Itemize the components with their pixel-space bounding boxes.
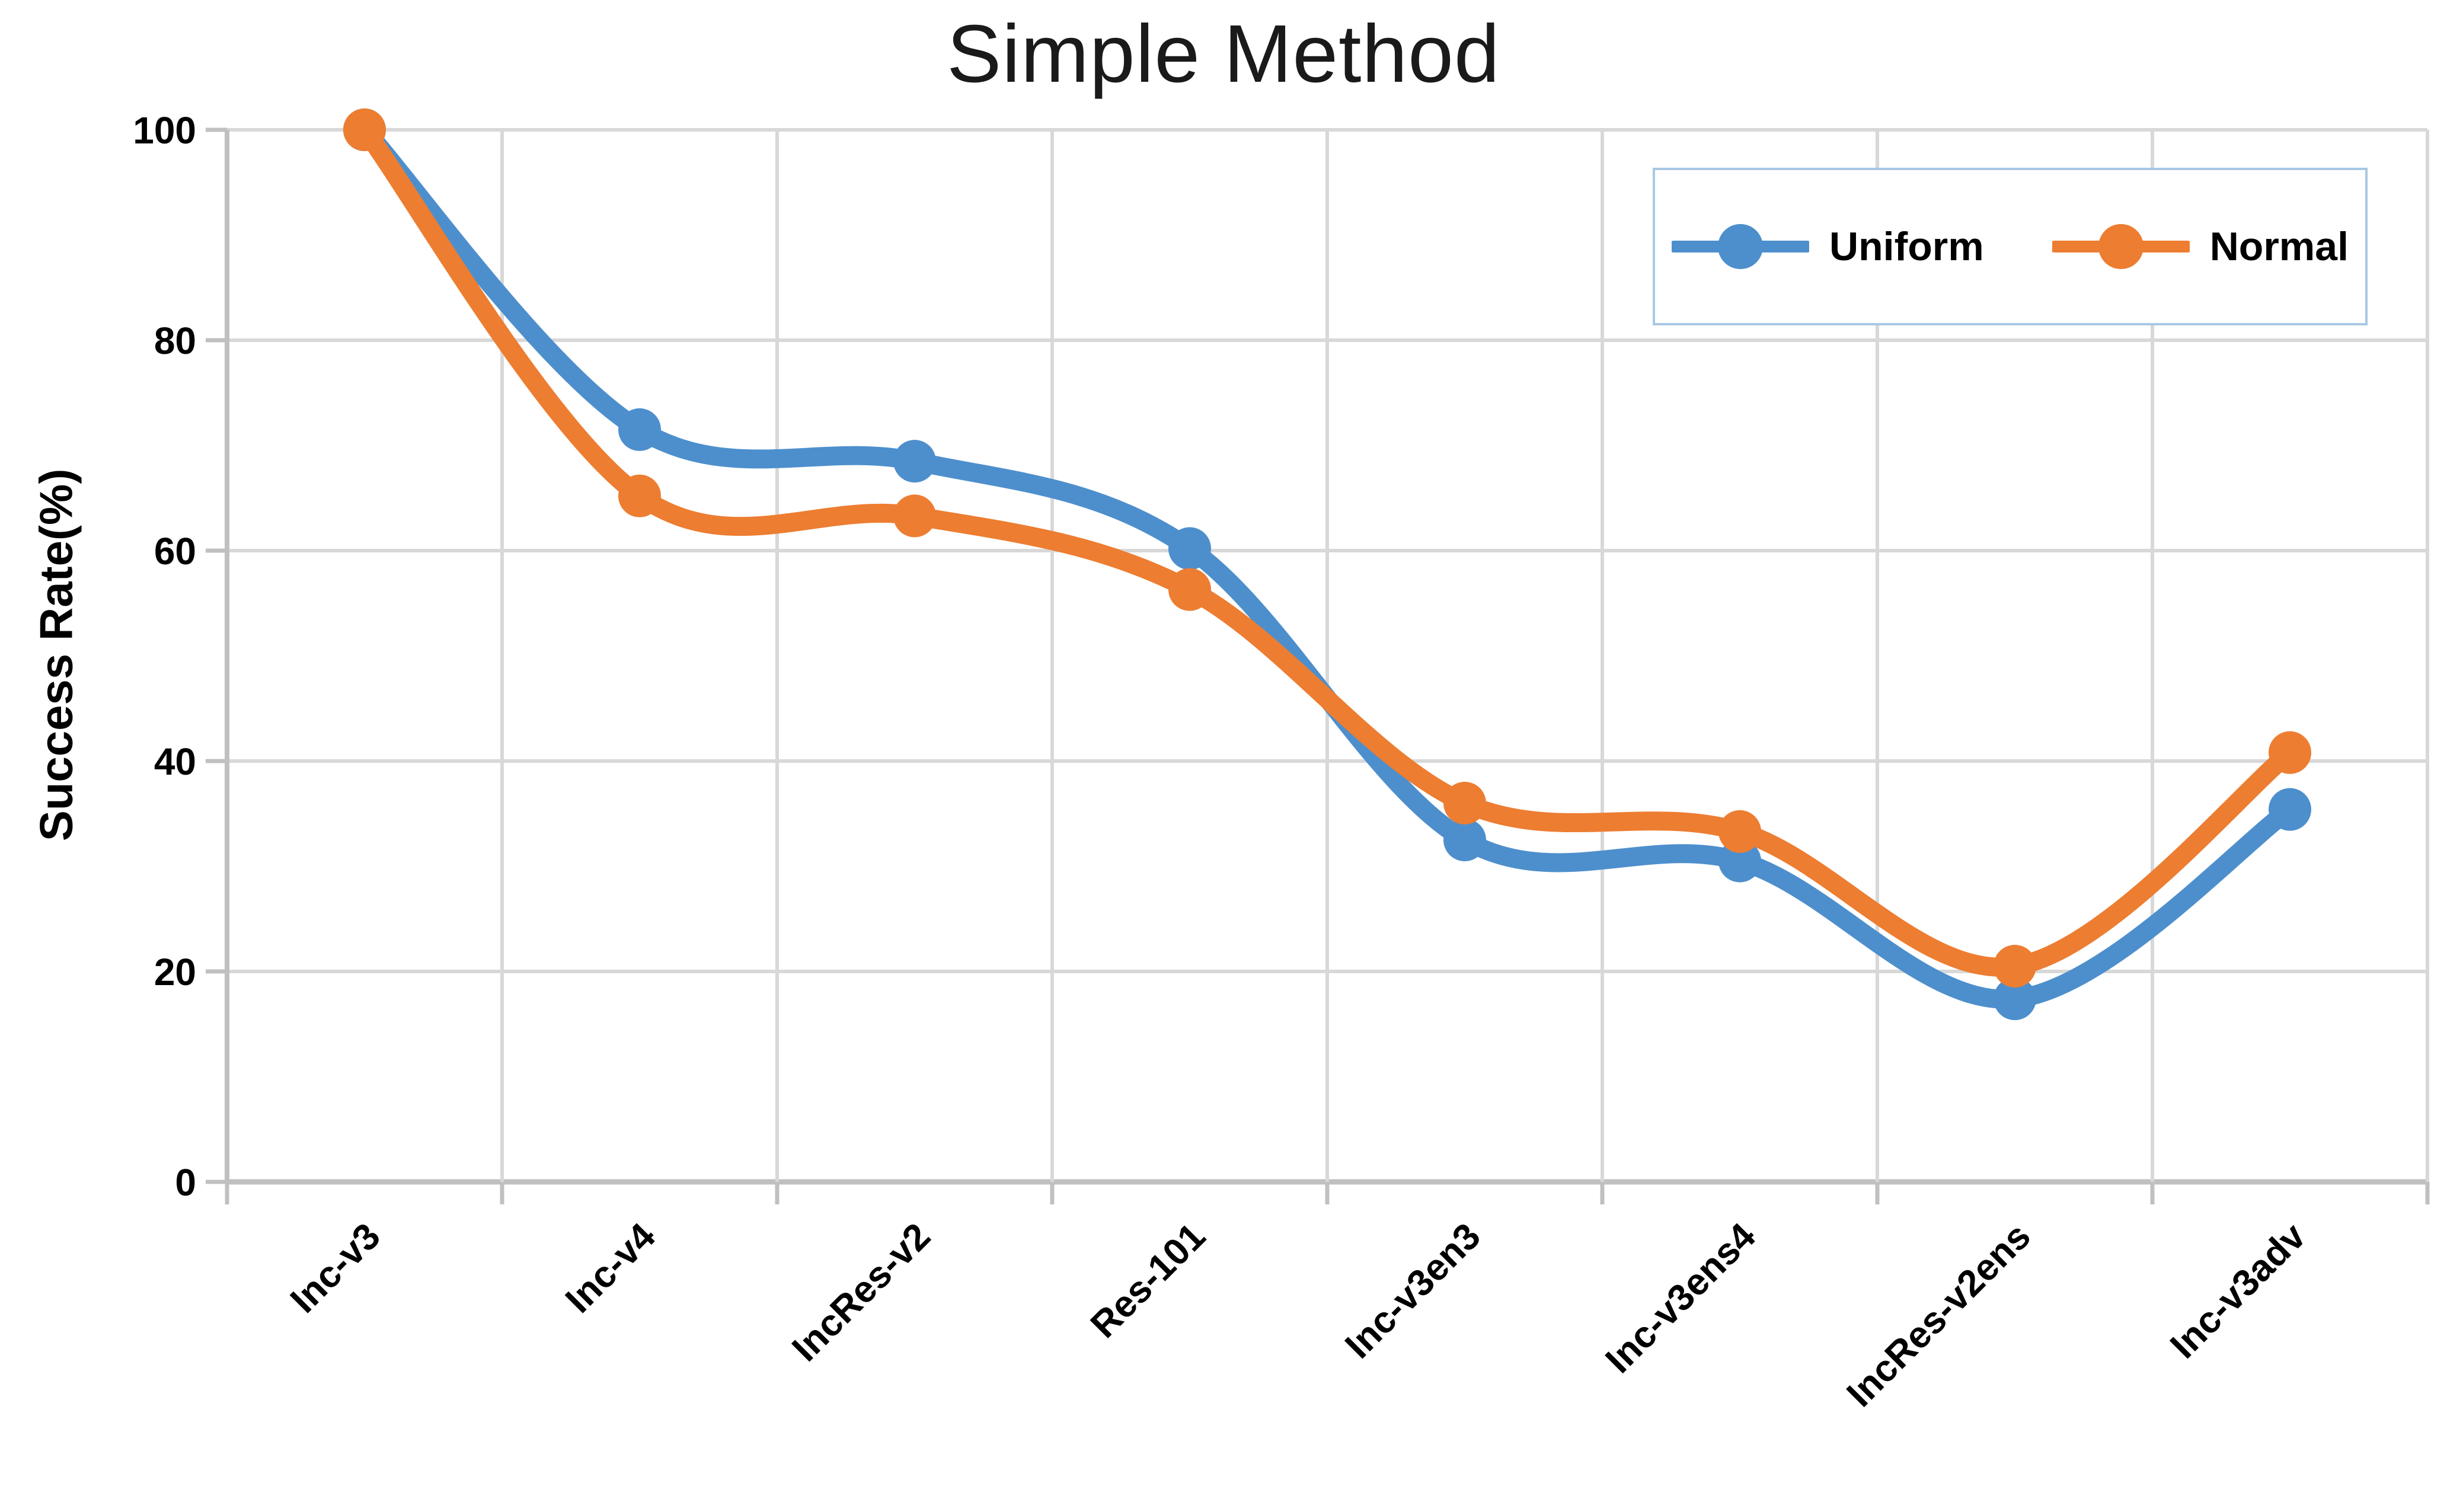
x-tick-label: Inc-v3ens4 bbox=[1598, 1215, 1764, 1381]
y-tick-label: 20 bbox=[154, 951, 196, 993]
y-tick-label: 40 bbox=[154, 740, 196, 783]
data-point-uniform bbox=[618, 408, 661, 451]
x-tick-label: Res-101 bbox=[1083, 1215, 1213, 1345]
legend-item-uniform: Uniform bbox=[1672, 219, 1984, 274]
data-point-normal bbox=[618, 474, 661, 517]
legend-label-normal: Normal bbox=[2209, 224, 2349, 269]
data-point-normal bbox=[1994, 945, 2036, 988]
legend: Uniform Normal bbox=[1653, 168, 2368, 325]
y-tick-label: 80 bbox=[154, 319, 196, 362]
x-tick-label: IncRes-v2ens bbox=[1839, 1215, 2039, 1415]
x-tick-label: Inc-v3 bbox=[283, 1215, 388, 1321]
data-point-uniform bbox=[1994, 977, 2036, 1021]
data-point-normal bbox=[343, 108, 386, 151]
data-point-normal bbox=[1168, 568, 1211, 611]
x-tick-label: Inc-v3en3 bbox=[1337, 1215, 1488, 1366]
y-axis-title: Success Rate(%) bbox=[30, 468, 82, 842]
y-tick-label: 0 bbox=[175, 1161, 196, 1204]
legend-item-normal: Normal bbox=[2052, 219, 2349, 274]
data-point-uniform bbox=[1443, 819, 1486, 862]
uniform-line-marker-icon bbox=[1672, 224, 1810, 269]
data-point-uniform bbox=[893, 440, 936, 483]
legend-label-uniform: Uniform bbox=[1829, 224, 1984, 269]
data-point-normal bbox=[1718, 810, 1761, 853]
y-tick-label: 60 bbox=[154, 530, 196, 573]
y-tick-label: 100 bbox=[133, 109, 196, 152]
x-tick-label: IncRes-v2 bbox=[784, 1215, 938, 1369]
chart-title: Simple Method bbox=[947, 8, 1500, 100]
data-point-normal bbox=[2269, 731, 2311, 774]
data-point-normal bbox=[893, 494, 936, 538]
x-tick-label: Inc-v3adv bbox=[2162, 1215, 2314, 1366]
data-point-uniform bbox=[1718, 839, 1761, 883]
data-point-uniform bbox=[2269, 788, 2311, 831]
normal-line-marker-icon bbox=[2052, 224, 2190, 269]
data-point-uniform bbox=[1168, 527, 1211, 570]
data-point-normal bbox=[1443, 782, 1486, 824]
x-tick-label: Inc-v4 bbox=[558, 1215, 663, 1321]
